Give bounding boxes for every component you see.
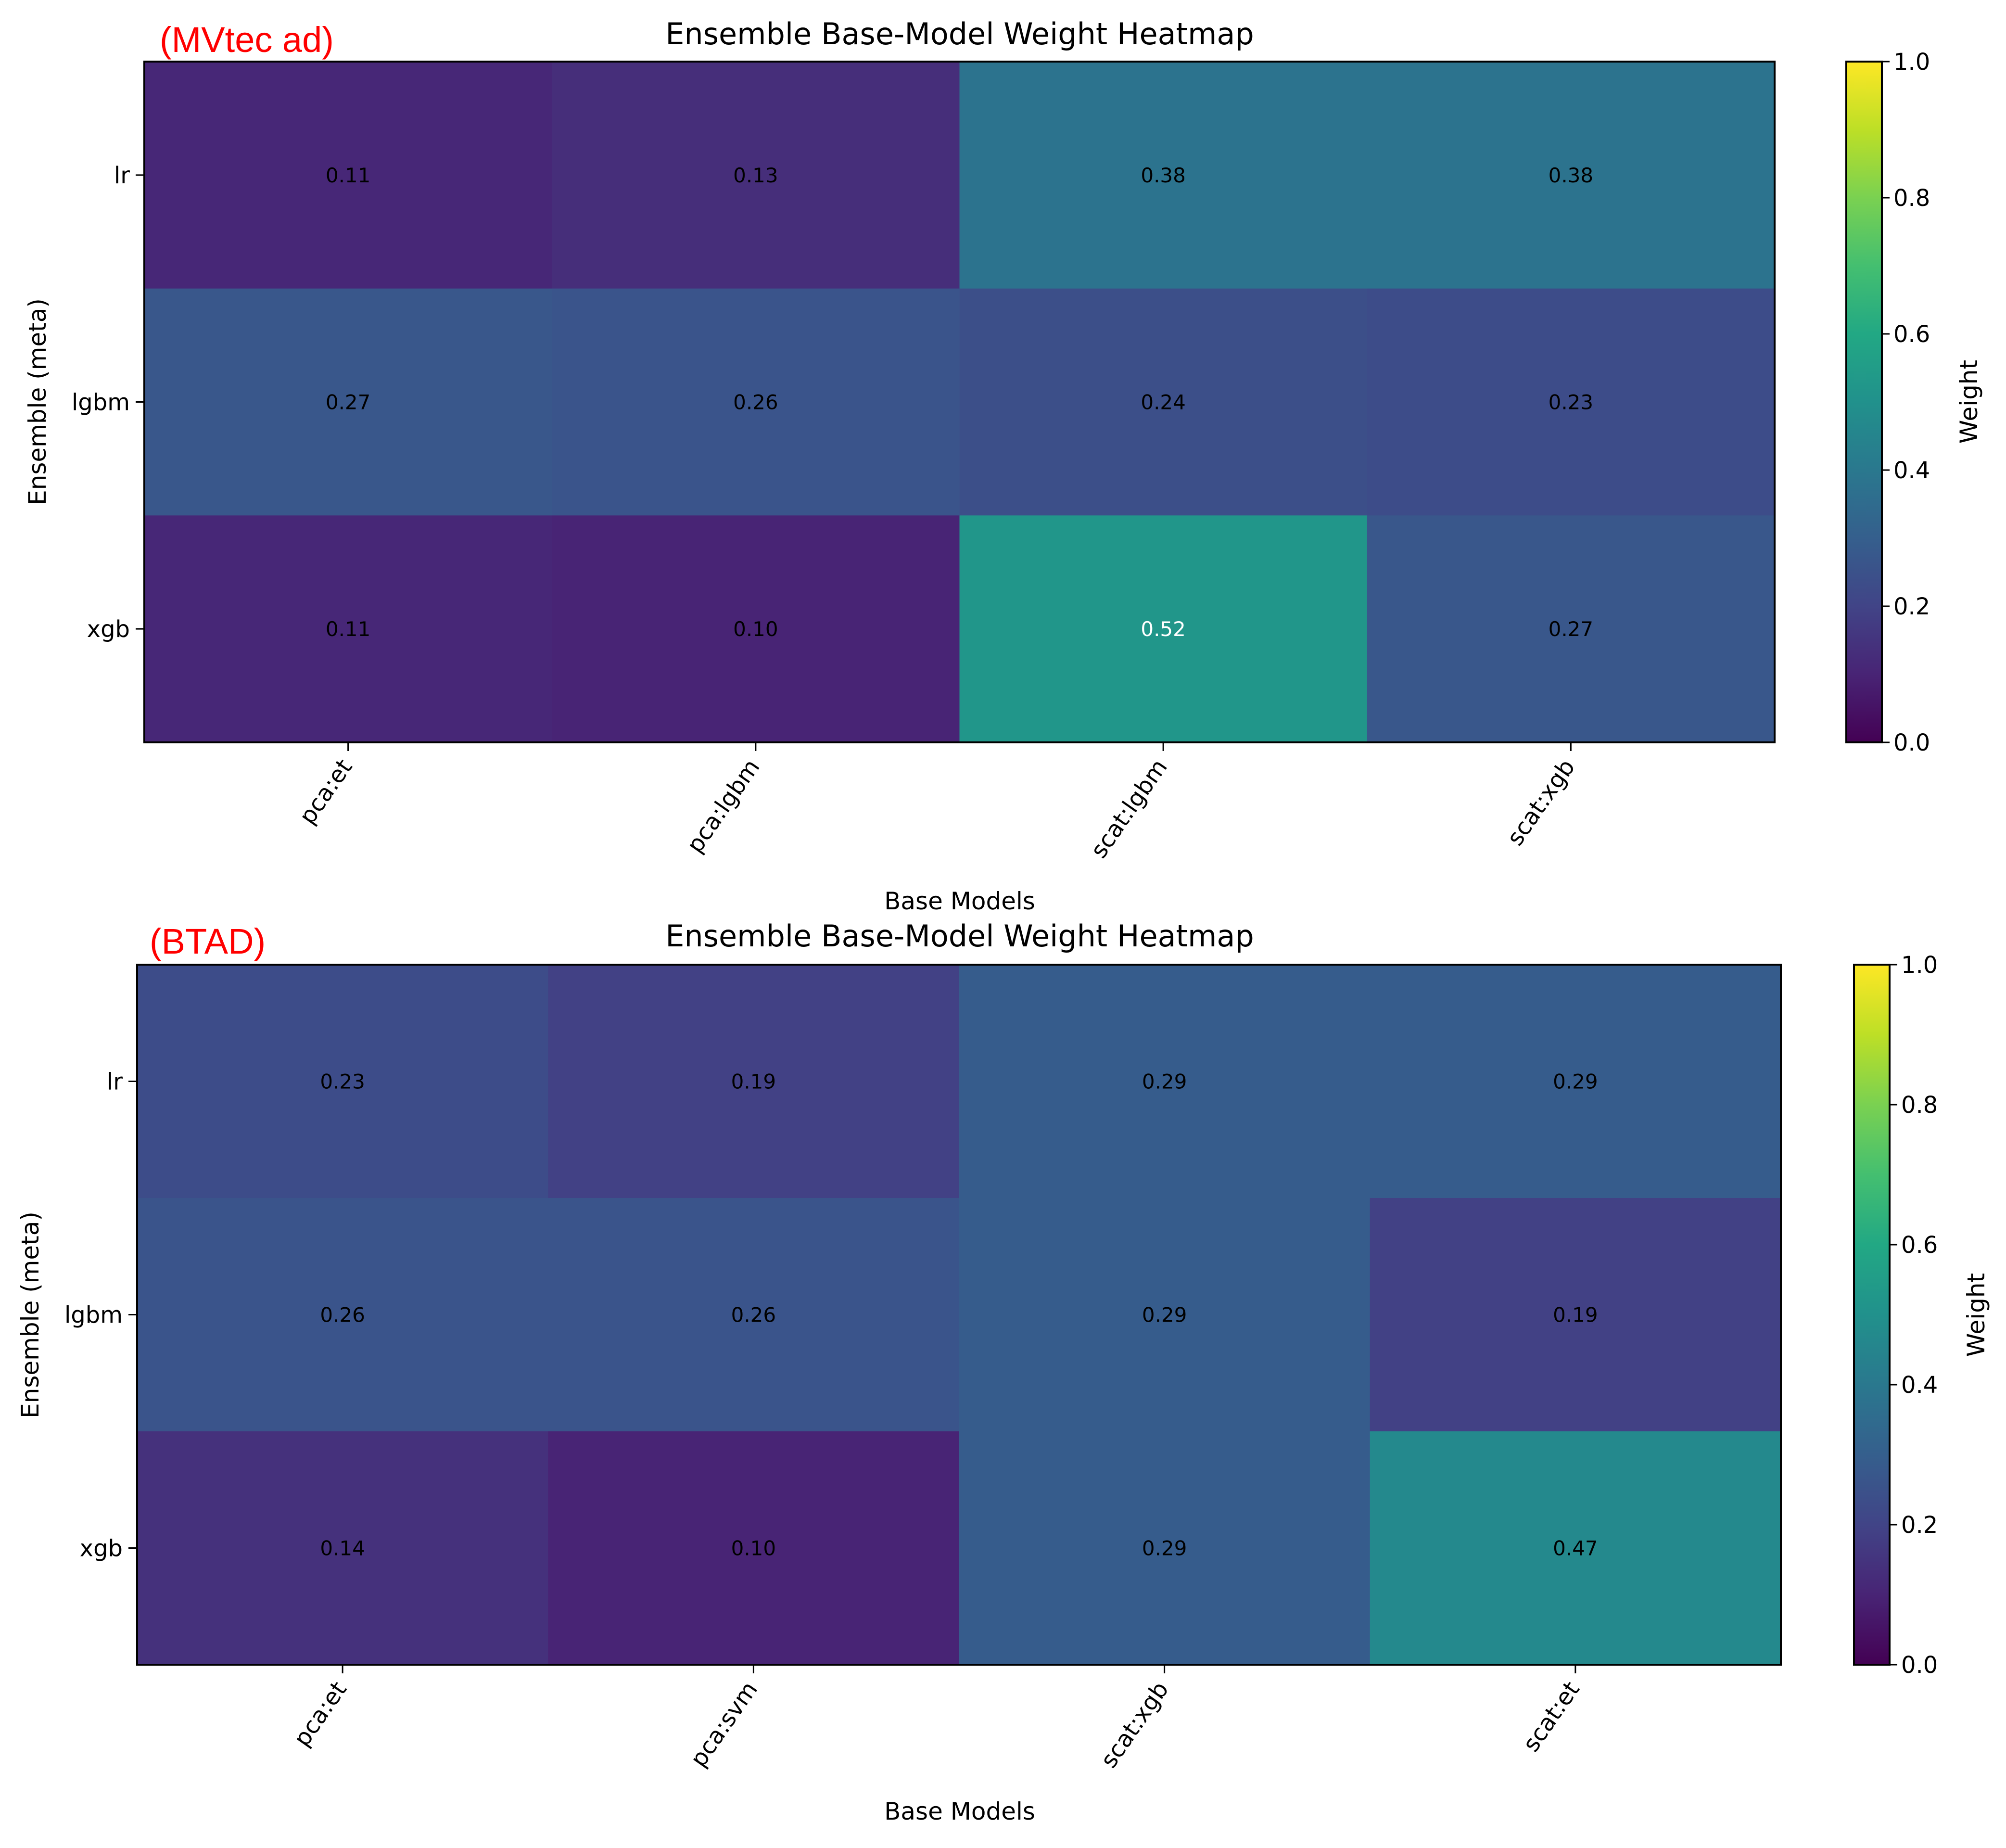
cell-value-label: 0.47	[1553, 1537, 1598, 1560]
cell-value-label: 0.19	[731, 1070, 776, 1094]
colorbar-tick-label: 1.0	[1901, 952, 1938, 979]
heatmap-cell	[137, 965, 548, 1198]
colorbar-label: Weight	[1962, 1273, 1990, 1357]
y-tick-label: lr	[107, 1069, 123, 1096]
heatmap-cell	[1367, 62, 1775, 289]
dataset-tag: (BTAD)	[150, 921, 266, 961]
heatmap-cell	[959, 515, 1368, 743]
y-tick-label: xgb	[87, 616, 130, 643]
heatmap-cell	[144, 515, 552, 743]
colorbar	[1845, 61, 1883, 743]
cell-value-label: 0.23	[1549, 391, 1594, 414]
cell-value-label: 0.13	[733, 164, 778, 187]
heatmap-cell	[548, 1198, 959, 1432]
heatmap-cell	[548, 1431, 959, 1665]
cell-value-label: 0.14	[320, 1537, 365, 1560]
heatmap-cell	[548, 965, 959, 1198]
colorbar-tick-label: 0.0	[1893, 729, 1930, 756]
heatmap-cell	[959, 965, 1371, 1198]
heatmap-cell	[137, 1198, 548, 1432]
cell-value-label: 0.23	[320, 1070, 365, 1094]
heatmap-cell	[959, 1198, 1371, 1432]
x-tick-label: scat:xgb	[1502, 754, 1581, 851]
colorbar-tick-label: 0.6	[1893, 321, 1930, 348]
colorbar-tick-label: 0.0	[1901, 1652, 1938, 1679]
y-axis-label: Ensemble (meta)	[24, 298, 51, 505]
heatmap-cell	[552, 62, 960, 289]
x-tick-label: pca:lgbm	[682, 754, 765, 858]
colorbar-tick-label: 0.2	[1893, 593, 1930, 620]
colorbar-tick-label: 0.4	[1901, 1372, 1938, 1399]
heatmap-mvtec: (MVtec ad) Ensemble Base-Model Weight He…	[24, 16, 1983, 915]
cell-value-label: 0.27	[326, 391, 371, 414]
cell-value-label: 0.29	[1142, 1537, 1187, 1560]
colorbar-tick-label: 0.8	[1901, 1092, 1938, 1119]
chart-title: Ensemble Base-Model Weight Heatmap	[665, 16, 1254, 51]
heatmap-cell	[959, 288, 1368, 516]
colorbar-tick-label: 0.8	[1893, 185, 1930, 212]
colorbar-tick-label: 0.2	[1901, 1512, 1938, 1539]
cell-value-label: 0.38	[1549, 164, 1594, 187]
cell-value-label: 0.19	[1553, 1303, 1598, 1327]
cell-value-label: 0.27	[1549, 617, 1594, 641]
x-tick-label: pca:svm	[685, 1677, 763, 1772]
cell-value-label: 0.10	[731, 1537, 776, 1560]
dataset-tag: (MVtec ad)	[160, 20, 334, 60]
colorbar-label: Weight	[1955, 360, 1983, 444]
cell-value-label: 0.26	[733, 391, 778, 414]
heatmap-cell	[144, 288, 552, 516]
x-tick-label: scat:lgbm	[1085, 754, 1173, 863]
cell-value-label: 0.26	[320, 1303, 365, 1327]
cell-value-label: 0.29	[1553, 1070, 1598, 1094]
y-tick-label: xgb	[80, 1535, 123, 1562]
heatmap-cell	[1367, 288, 1775, 516]
colorbar	[1853, 964, 1891, 1666]
cell-value-label: 0.11	[326, 164, 371, 187]
cell-value-label: 0.24	[1141, 391, 1186, 414]
cell-value-label: 0.29	[1142, 1303, 1187, 1327]
x-axis-label: Base Models	[884, 887, 1035, 915]
colorbar-tick-label: 0.6	[1901, 1232, 1938, 1259]
x-tick-label: scat:et	[1518, 1677, 1585, 1757]
cell-value-label: 0.38	[1141, 164, 1186, 187]
x-tick-label: scat:xgb	[1095, 1677, 1174, 1773]
heatmap-cell	[1367, 515, 1775, 743]
cell-value-label: 0.52	[1141, 617, 1186, 641]
heatmap-cell	[1370, 1431, 1781, 1665]
heatmap-cell	[552, 288, 960, 516]
chart-title: Ensemble Base-Model Weight Heatmap	[665, 918, 1254, 954]
x-axis-label: Base Models	[884, 1797, 1035, 1825]
colorbar-tick-label: 0.4	[1893, 457, 1930, 484]
x-tick-label: pca:et	[294, 754, 357, 829]
heatmap-cell	[552, 515, 960, 743]
cell-value-label: 0.29	[1142, 1070, 1187, 1094]
colorbar-tick-label: 1.0	[1893, 49, 1930, 76]
heatmap-btad: (BTAD) Ensemble Base-Model Weight Heatma…	[16, 918, 1990, 1825]
heatmap-cell	[1370, 1198, 1781, 1432]
cell-value-label: 0.26	[731, 1303, 776, 1327]
heatmap-cell	[959, 1431, 1371, 1665]
heatmap-cell	[1370, 965, 1781, 1198]
heatmap-cell	[137, 1431, 548, 1665]
y-tick-label: lr	[114, 162, 130, 189]
y-tick-label: lgbm	[72, 389, 130, 416]
y-axis-label: Ensemble (meta)	[16, 1211, 44, 1418]
heatmap-cell	[144, 62, 552, 289]
x-tick-label: pca:et	[289, 1677, 352, 1752]
cell-value-label: 0.10	[733, 617, 778, 641]
heatmap-cell	[959, 62, 1368, 289]
cell-value-label: 0.11	[326, 617, 371, 641]
y-tick-label: lgbm	[64, 1302, 123, 1329]
